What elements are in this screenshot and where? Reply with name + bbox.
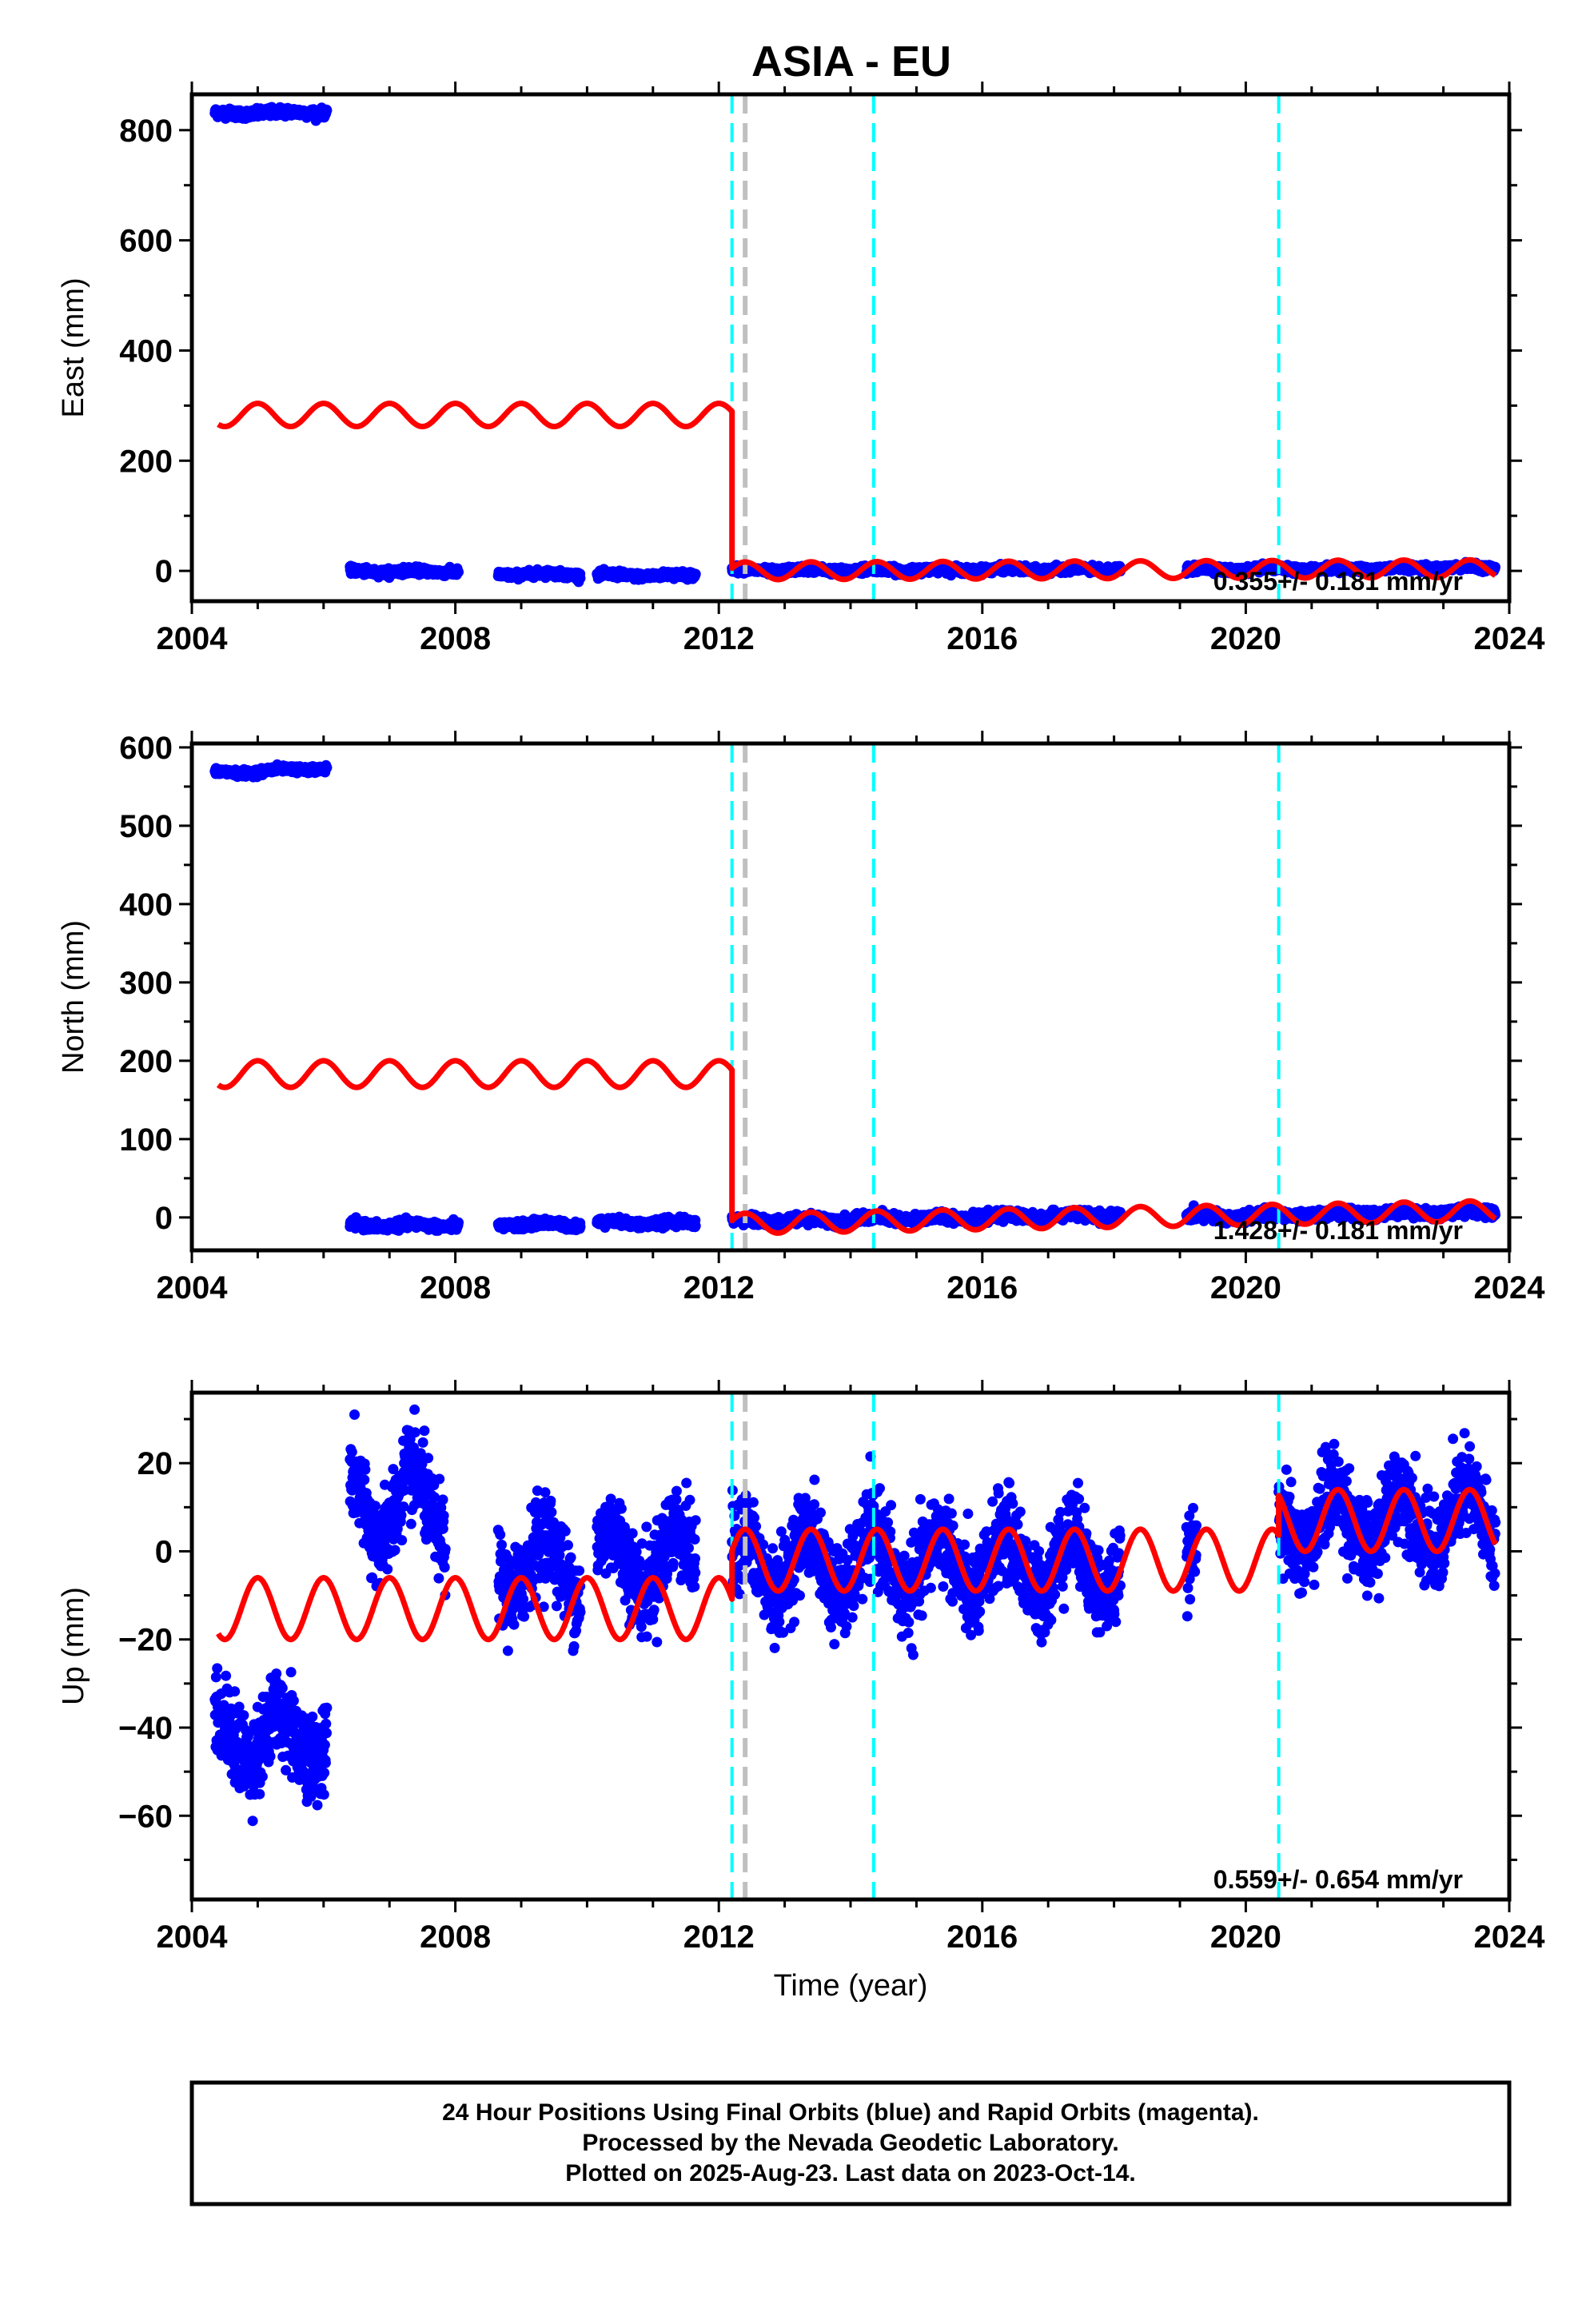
east-x-tick-label: 2004 (157, 621, 229, 656)
north-observation-point (576, 1222, 586, 1232)
chart-title: ASIA - EU (751, 38, 951, 86)
north-observation-point (453, 1218, 464, 1228)
east-y-tick-label: 400 (119, 333, 173, 369)
east-x-tick-label: 2012 (683, 621, 755, 656)
east-observation-point (576, 573, 586, 584)
east-y-tick-label: 800 (119, 114, 173, 149)
east-observation-point (453, 567, 464, 577)
east-y-tick-label: 200 (119, 444, 173, 479)
east-observation-point (691, 569, 701, 580)
east-x-tick-label: 2020 (1210, 621, 1281, 656)
east-x-tick-label: 2024 (1474, 621, 1546, 656)
east-observation-point (321, 106, 332, 116)
north-observation-point (321, 763, 332, 773)
east-rate-annotation: 0.355+/- 0.181 mm/yr (1213, 567, 1463, 596)
east-x-tick-label: 2016 (946, 621, 1018, 656)
east-y-tick-label: 600 (119, 224, 173, 259)
east-y-axis-label: East (mm) (57, 277, 90, 417)
east-x-tick-label: 2008 (420, 621, 491, 656)
east-y-tick-label: 0 (155, 554, 173, 589)
